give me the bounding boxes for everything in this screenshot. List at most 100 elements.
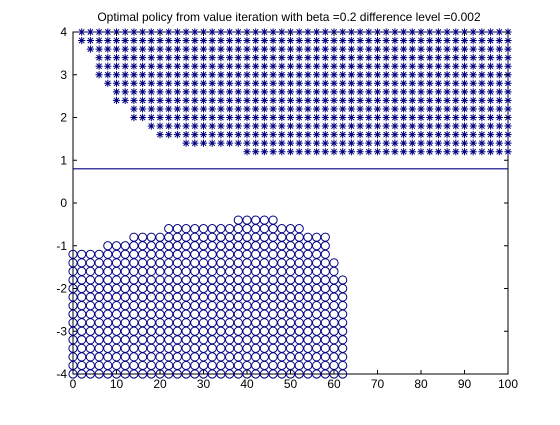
circle-marker bbox=[172, 224, 182, 234]
star-marker bbox=[295, 105, 303, 113]
star-marker bbox=[417, 113, 425, 122]
circle-marker bbox=[277, 224, 287, 234]
star-marker bbox=[304, 88, 312, 96]
star-marker bbox=[286, 79, 295, 87]
star-marker bbox=[95, 54, 103, 62]
star-marker bbox=[460, 36, 469, 45]
star-marker bbox=[373, 105, 382, 113]
star-marker bbox=[504, 105, 512, 113]
star-marker bbox=[313, 105, 321, 113]
star-marker bbox=[217, 54, 225, 62]
star-marker bbox=[182, 139, 190, 147]
star-marker bbox=[252, 28, 260, 36]
star-marker bbox=[86, 28, 94, 36]
star-marker bbox=[504, 79, 512, 87]
star-marker bbox=[339, 96, 347, 104]
star-marker bbox=[139, 113, 147, 122]
star-marker bbox=[452, 62, 460, 70]
star-marker bbox=[252, 122, 260, 130]
star-marker bbox=[243, 131, 251, 139]
y-tick-label: 0 bbox=[60, 196, 67, 210]
star-marker bbox=[417, 62, 425, 70]
star-marker bbox=[269, 131, 277, 139]
star-marker bbox=[400, 131, 408, 139]
star-marker bbox=[487, 105, 495, 113]
star-marker bbox=[121, 79, 129, 87]
star-marker bbox=[487, 88, 495, 96]
star-marker bbox=[356, 148, 364, 156]
star-marker bbox=[269, 79, 277, 87]
star-marker bbox=[495, 105, 503, 113]
star-marker bbox=[330, 54, 338, 62]
star-marker bbox=[278, 96, 286, 104]
star-marker bbox=[373, 54, 382, 62]
star-marker bbox=[104, 54, 112, 62]
star-marker bbox=[478, 105, 486, 113]
star-marker bbox=[400, 105, 408, 113]
star-marker bbox=[408, 113, 416, 122]
star-marker bbox=[260, 122, 268, 130]
star-marker bbox=[313, 45, 321, 53]
star-marker bbox=[191, 131, 199, 139]
star-marker bbox=[469, 79, 477, 87]
star-marker bbox=[408, 79, 416, 87]
star-marker bbox=[173, 62, 181, 70]
star-marker bbox=[104, 62, 112, 70]
star-marker bbox=[469, 105, 477, 113]
star-marker bbox=[139, 105, 147, 113]
star-marker bbox=[286, 105, 295, 113]
star-marker bbox=[252, 54, 260, 62]
star-marker bbox=[191, 105, 199, 113]
star-marker bbox=[304, 62, 312, 70]
star-marker bbox=[278, 113, 286, 122]
star-marker bbox=[495, 122, 503, 130]
star-marker bbox=[313, 122, 321, 130]
star-marker bbox=[391, 88, 399, 96]
star-marker bbox=[121, 62, 129, 70]
star-marker bbox=[191, 71, 199, 79]
star-marker bbox=[86, 36, 94, 45]
star-marker bbox=[495, 88, 503, 96]
star-marker bbox=[278, 71, 286, 79]
star-marker bbox=[208, 62, 216, 70]
star-marker bbox=[400, 88, 408, 96]
star-marker bbox=[295, 131, 303, 139]
star-marker bbox=[139, 88, 147, 96]
star-marker bbox=[173, 105, 181, 113]
star-marker bbox=[434, 122, 442, 130]
star-marker bbox=[260, 54, 268, 62]
star-marker bbox=[165, 79, 173, 87]
star-marker bbox=[434, 54, 442, 62]
star-marker bbox=[469, 131, 477, 139]
star-marker bbox=[321, 122, 329, 130]
star-marker bbox=[286, 71, 295, 79]
star-marker bbox=[356, 139, 364, 147]
star-marker bbox=[426, 113, 434, 122]
star-marker bbox=[417, 71, 425, 79]
star-marker bbox=[208, 54, 216, 62]
star-marker bbox=[382, 45, 390, 53]
star-marker bbox=[339, 62, 347, 70]
star-marker bbox=[478, 71, 486, 79]
star-marker bbox=[112, 36, 121, 45]
star-marker bbox=[478, 96, 486, 104]
star-marker bbox=[339, 139, 347, 147]
star-marker bbox=[104, 79, 112, 87]
star-marker bbox=[495, 79, 503, 87]
star-marker bbox=[156, 131, 164, 139]
star-marker bbox=[252, 71, 260, 79]
star-marker bbox=[130, 45, 138, 53]
star-marker bbox=[321, 28, 329, 36]
x-tick-label: 70 bbox=[371, 377, 385, 391]
star-marker bbox=[104, 45, 112, 53]
star-marker bbox=[443, 71, 451, 79]
star-marker bbox=[391, 105, 399, 113]
star-marker bbox=[365, 131, 373, 139]
star-marker bbox=[86, 45, 94, 53]
star-marker bbox=[278, 88, 286, 96]
star-marker bbox=[112, 88, 121, 96]
star-marker bbox=[95, 62, 103, 70]
star-marker bbox=[373, 113, 382, 122]
star-marker bbox=[356, 45, 364, 53]
star-marker bbox=[365, 88, 373, 96]
